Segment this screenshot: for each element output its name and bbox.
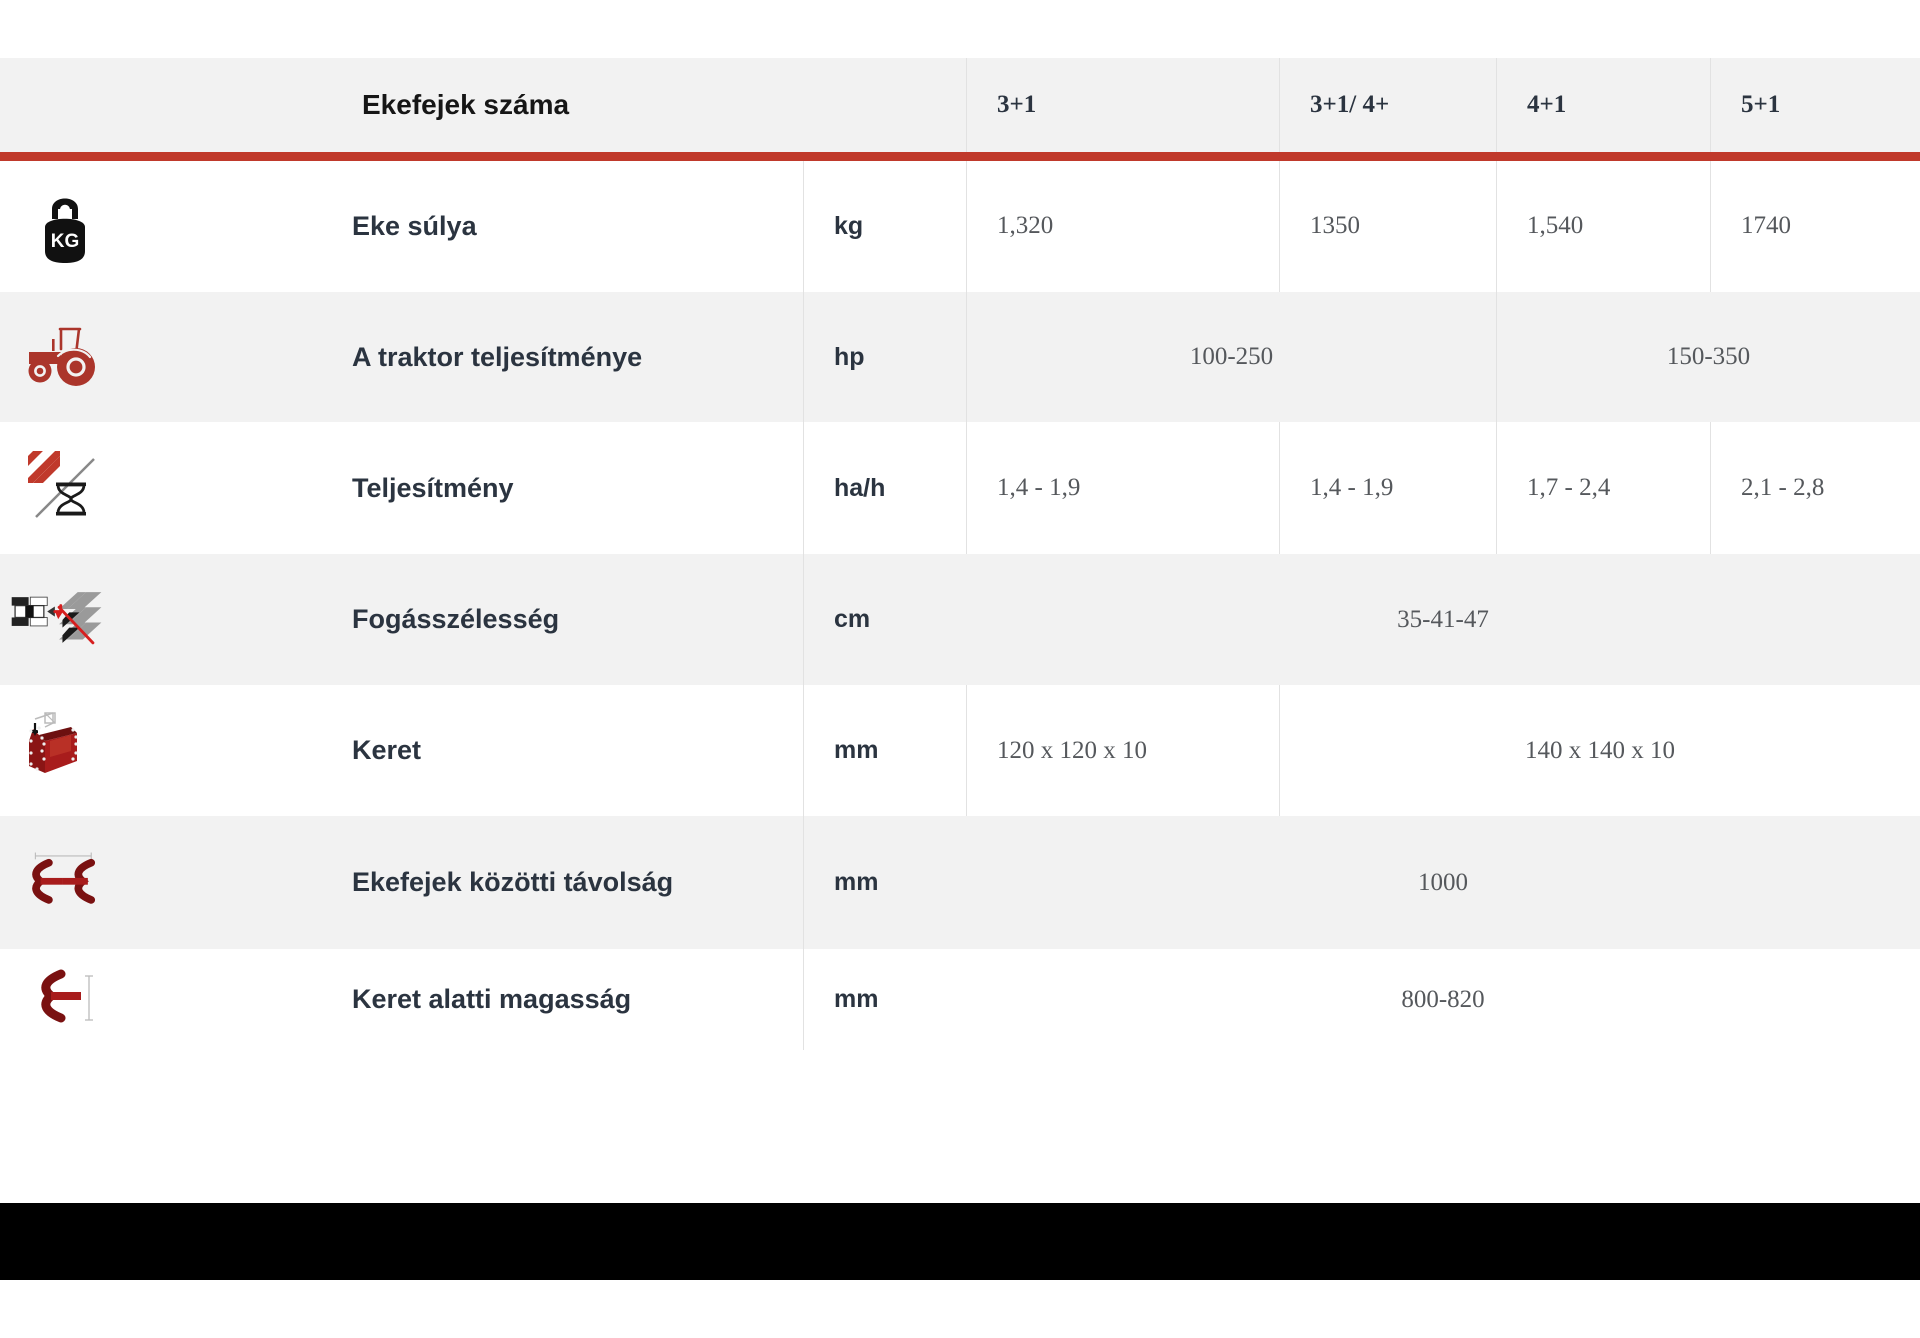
svg-text:KG: KG <box>51 231 80 252</box>
